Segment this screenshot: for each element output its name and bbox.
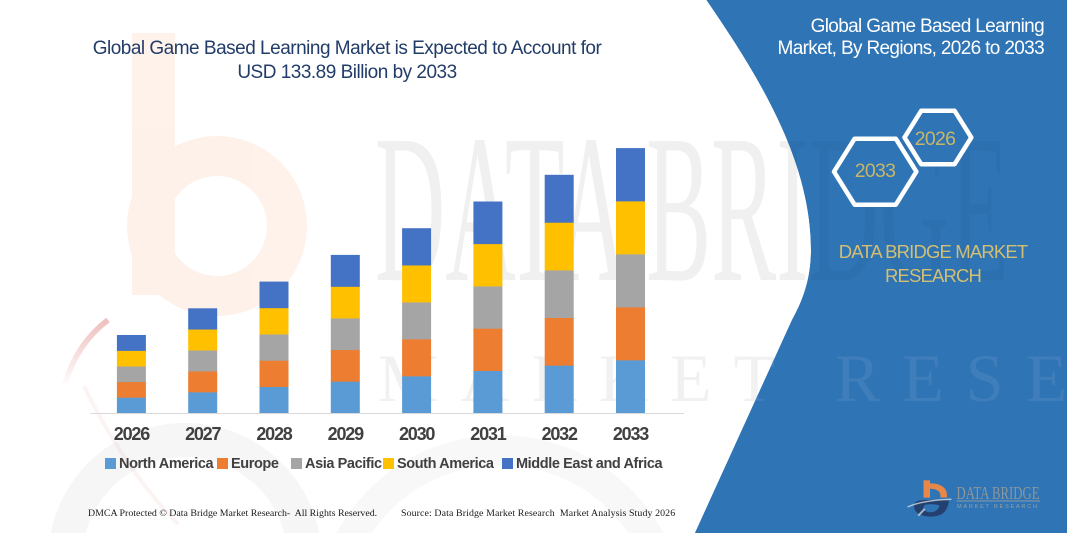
- svg-text:DATA BRIDGE: DATA BRIDGE: [957, 483, 1040, 503]
- svg-text:MARKET RESEARCH: MARKET RESEARCH: [957, 504, 1039, 510]
